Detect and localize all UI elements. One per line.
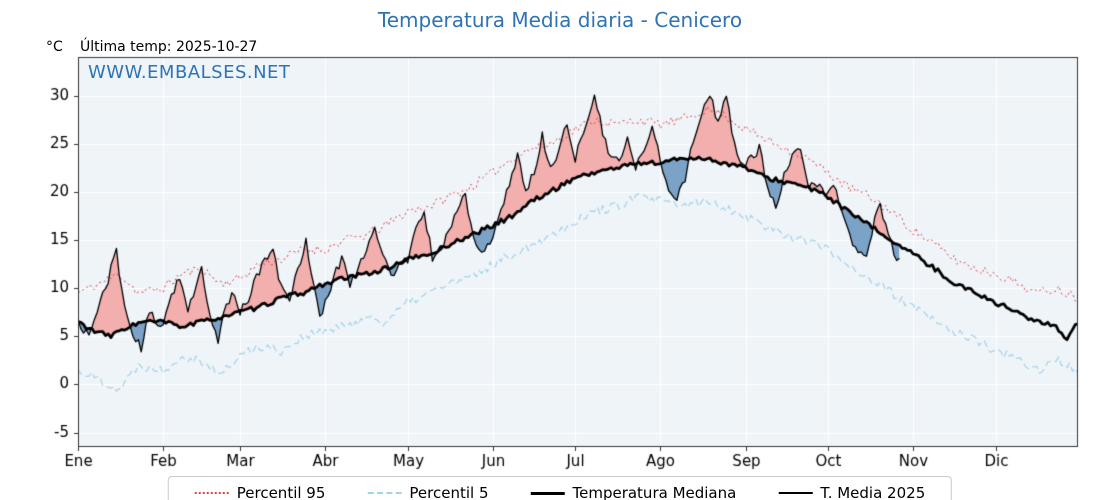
media-2025-line-sample-icon <box>778 492 813 494</box>
mediana-line-sample-icon <box>530 491 565 495</box>
legend-label: Percentil 5 <box>409 484 489 500</box>
legend-item-mediana: Temperatura Mediana <box>530 484 736 500</box>
chart-legend: Percentil 95 Percentil 5 Temperatura Med… <box>167 476 953 500</box>
percentil-95-line-sample-icon <box>194 492 229 494</box>
percentil-5-line-sample-icon <box>367 492 402 494</box>
legend-label: Percentil 95 <box>236 484 326 500</box>
legend-label: Temperatura Mediana <box>572 484 737 500</box>
watermark-text: WWW.EMBALSES.NET <box>88 62 291 83</box>
legend-item-percentil-95: Percentil 95 <box>194 484 326 500</box>
legend-item-media-2025: T. Media 2025 <box>778 484 925 500</box>
legend-item-percentil-5: Percentil 5 <box>367 484 488 500</box>
legend-label: T. Media 2025 <box>820 484 926 500</box>
